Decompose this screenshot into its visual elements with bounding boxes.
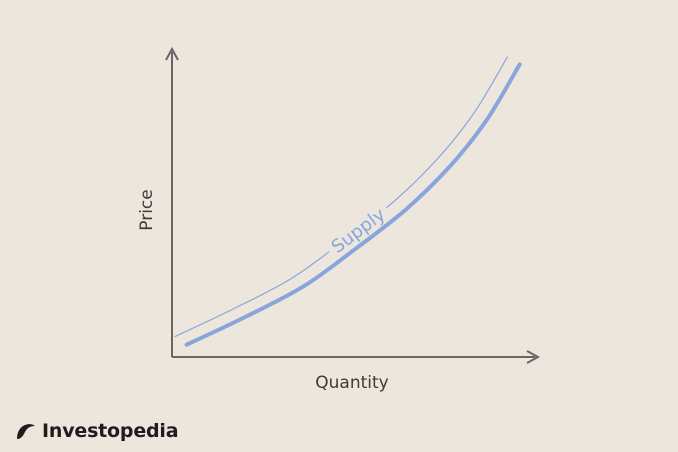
supply-label-gap <box>323 201 392 259</box>
x-axis-title: Quantity <box>315 373 388 393</box>
y-axis-title: Price <box>137 189 157 230</box>
supply-curve <box>184 62 522 347</box>
investopedia-brand: Investopedia <box>14 419 179 443</box>
y-axis-arrow <box>165 46 179 61</box>
investopedia-logo-icon <box>17 424 35 439</box>
brand-name: Investopedia <box>42 420 179 442</box>
x-axis-arrow <box>526 350 541 364</box>
axes <box>165 46 541 364</box>
